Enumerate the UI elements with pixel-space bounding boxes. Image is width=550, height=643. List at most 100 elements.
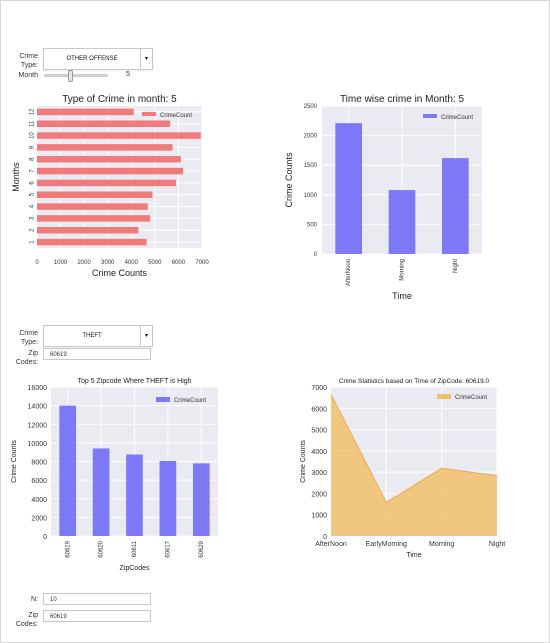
y-tick-label: 0	[43, 534, 47, 541]
x-tick-label: 60617	[165, 540, 171, 557]
area-fill	[331, 394, 497, 536]
y-tick-label: 500	[307, 222, 318, 228]
bar	[37, 238, 147, 246]
y-tick-label: 5000	[311, 428, 327, 435]
legend-label: CrimeCount	[441, 115, 473, 121]
x-tick-label: Night	[453, 259, 459, 273]
bar	[37, 155, 181, 163]
x-axis-label: ZipCodes	[120, 565, 150, 572]
x-tick-label: Morning	[429, 541, 454, 548]
y-axis-label: Months	[11, 162, 21, 192]
x-tick-label: 1000	[54, 260, 68, 266]
y-tick-label: 7	[30, 169, 36, 173]
zip-codes-label-2: Zip Codes:	[15, 612, 38, 628]
time-wise-crime-chart: 0 500 1000 1500 2000 2500 AfterNoon Morning Nigh…	[284, 94, 482, 301]
month-slider-handle[interactable]	[67, 70, 73, 82]
area-line	[330, 394, 498, 504]
y-axis-label: Crime Counts	[300, 440, 307, 483]
y-tick-label: 10	[30, 132, 36, 139]
x-tick-label: 3000	[101, 260, 115, 266]
bar	[37, 191, 153, 199]
bar	[442, 158, 469, 254]
bar	[126, 454, 143, 536]
bar	[59, 405, 77, 536]
x-axis-label: Crime Counts	[92, 268, 148, 278]
zip-codes-input-2[interactable]: 60619	[43, 610, 151, 622]
crime-type-label-2: Crime Type:	[19, 330, 38, 346]
crime-type-label: Crime Type:	[19, 53, 38, 69]
bar	[192, 463, 210, 536]
y-tick-label: 1500	[304, 163, 318, 169]
crime-type-selected: OTHER OFFENSE	[66, 56, 118, 62]
y-tick-label: 4000	[31, 497, 47, 504]
bar	[335, 123, 362, 254]
y-tick-label: 6000	[311, 406, 327, 413]
x-tick-label: AfterNoon	[346, 259, 352, 286]
bar	[159, 461, 177, 536]
legend-swatch	[142, 112, 156, 116]
y-tick-label: 12	[30, 108, 36, 115]
bar	[37, 226, 139, 234]
bar	[37, 179, 177, 187]
x-tick-label: 60620	[99, 540, 105, 557]
bar	[37, 120, 171, 128]
x-tick-label: 6000	[172, 260, 186, 266]
y-tick-label: 2500	[304, 104, 318, 110]
zip-codes-input[interactable]: 60619	[43, 348, 151, 360]
y-axis-label: Crime Counts	[11, 440, 18, 483]
crime-type-dropdown-2[interactable]: THEFT ▾	[43, 325, 153, 347]
y-tick-label: 4000	[311, 449, 327, 456]
zip-time-area-chart: 0 1000 2000 3000 4000 5000 6000 7000 AfterNoon Ea…	[300, 378, 505, 559]
zip-codes-label: Zip Codes:	[15, 350, 38, 366]
y-tick-label: 14000	[28, 404, 48, 411]
y-tick-label: 0	[323, 534, 327, 541]
x-tick-label: Night	[489, 541, 505, 548]
bar	[92, 448, 110, 536]
x-tick-label: 60611	[132, 540, 138, 557]
y-tick-label: 7000	[311, 385, 327, 392]
n-label: N:	[31, 596, 38, 603]
y-tick-label: 2	[30, 228, 36, 232]
top-zipcodes-chart: 0 2000 4000 6000 8000 10000 12000 14000 16000 606…	[11, 378, 218, 572]
legend-label: CrimeCount	[455, 395, 487, 401]
month-label: Month	[18, 72, 38, 79]
y-tick-label: 2000	[31, 515, 47, 522]
chart-title: Type of Crime in month: 5	[62, 94, 177, 105]
legend-swatch	[156, 397, 170, 402]
x-tick-label: Morning	[400, 259, 406, 281]
x-tick-label: AfterNoon	[315, 541, 347, 548]
y-tick-label: 1000	[304, 193, 318, 199]
y-tick-label: 10000	[28, 441, 48, 448]
n-input[interactable]: 10	[43, 593, 151, 605]
bar	[388, 190, 416, 254]
crime-type-selected-2: THEFT	[82, 333, 102, 339]
x-axis-label: Time	[406, 552, 421, 559]
bar	[37, 132, 201, 139]
y-tick-label: 0	[314, 252, 318, 258]
y-tick-label: 5	[30, 192, 36, 196]
y-tick-label: 1	[30, 240, 36, 244]
legend-swatch	[437, 394, 451, 399]
y-tick-label: 2000	[304, 134, 318, 140]
bar	[37, 203, 148, 210]
x-axis-label: Time	[392, 291, 412, 301]
x-tick-label: 60619	[65, 540, 71, 557]
plot-area	[37, 106, 202, 248]
crime-type-dropdown[interactable]: OTHER OFFENSE ▾	[43, 48, 153, 70]
chart-title: Top 5 Zipcode Where THEFT is High	[77, 378, 191, 385]
y-tick-label: 3000	[311, 470, 327, 477]
y-axis-label: Crime Counts	[284, 152, 294, 208]
bar	[37, 144, 173, 151]
x-tick-label: 0	[35, 260, 39, 266]
chevron-down-icon[interactable]: ▾	[140, 326, 152, 346]
legend-label: CrimeCount	[160, 113, 192, 119]
y-tick-label: 16000	[28, 385, 48, 392]
x-tick-label: 2000	[77, 260, 91, 266]
month-slider-track[interactable]	[44, 74, 108, 77]
chart-title: Time wise crime in Month: 5	[340, 94, 465, 105]
month-slider-value: 5	[126, 71, 130, 78]
x-tick-label: 4000	[125, 260, 139, 266]
crime-by-month-chart: 0 1000 2000 3000 4000 5000 6000 700012345678910…	[11, 94, 209, 278]
chevron-down-icon[interactable]: ▾	[140, 49, 152, 69]
x-tick-label: EarlyMorning	[366, 541, 407, 548]
